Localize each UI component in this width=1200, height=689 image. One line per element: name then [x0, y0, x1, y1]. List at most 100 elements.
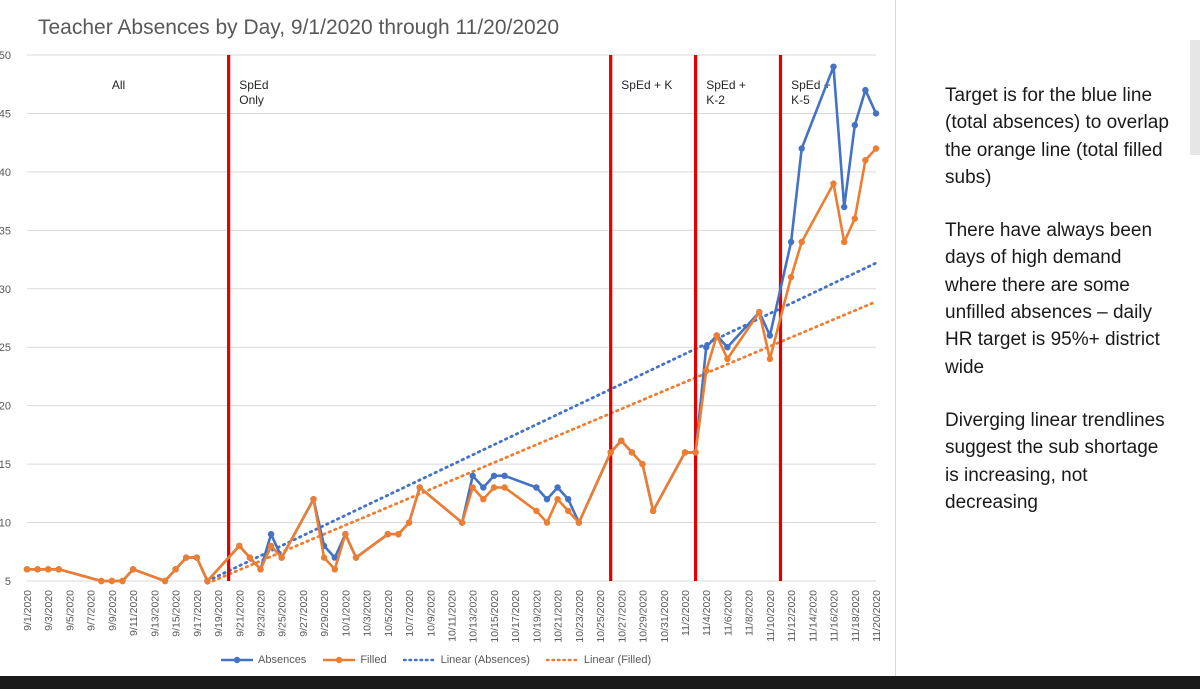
point-absences-20 — [331, 554, 338, 561]
point-filled-47 — [756, 309, 763, 316]
point-filled-36 — [575, 519, 583, 526]
trendline-absences — [206, 261, 878, 583]
point-filled-11 — [193, 554, 200, 561]
legend-item-linear-filled: Linear (Filled) — [545, 654, 651, 666]
y-tick-label-35: 35 — [0, 225, 11, 237]
point-filled-34 — [554, 496, 561, 503]
x-tick-label-1: 9/3/2020 — [43, 590, 55, 631]
y-tick-label-45: 45 — [0, 108, 11, 120]
edge-strip — [1190, 40, 1200, 155]
x-tick-label-36: 11/12/2020 — [786, 590, 798, 642]
legend-item-absences: Absences — [220, 654, 306, 666]
notes-panel: Target is for the blue line (total absen… — [945, 82, 1170, 542]
y-tick-label-25: 25 — [0, 342, 11, 354]
point-absences-51 — [830, 63, 837, 70]
point-filled-48 — [766, 355, 774, 363]
x-tick-label-40: 11/20/2020 — [871, 590, 883, 642]
x-tick-label-25: 10/21/2020 — [553, 590, 565, 643]
x-tick-label-17: 10/5/2020 — [383, 590, 395, 637]
line-chart: 5 10 15 20 25 30 35 40 45 50 9/1/2020 9/3/2020 9/5/2… — [0, 50, 883, 643]
x-tick-label-14: 9/29/2020 — [319, 590, 331, 637]
point-filled-37 — [607, 449, 614, 456]
x-tick-label-2: 9/5/2020 — [64, 590, 76, 631]
point-filled-44 — [703, 367, 710, 374]
x-tick-label-16: 10/3/2020 — [362, 590, 374, 637]
x-tick-label-30: 10/31/2020 — [659, 590, 671, 643]
y-tick-label-30: 30 — [0, 284, 11, 296]
series-line-filled — [27, 147, 877, 583]
x-tick-label-28: 10/27/2020 — [616, 590, 628, 643]
point-filled-3 — [55, 566, 62, 573]
x-tick-label-35: 11/10/2020 — [765, 590, 777, 642]
legend-swatch-linear-absences — [402, 658, 437, 662]
x-tick-label-33: 11/6/2020 — [722, 590, 734, 636]
point-filled-29 — [480, 496, 487, 503]
y-tick-label-20: 20 — [0, 401, 11, 413]
point-filled-49 — [787, 273, 795, 281]
point-filled-24 — [395, 531, 402, 538]
point-filled-20 — [331, 566, 338, 573]
x-tick-label-3: 9/7/2020 — [86, 590, 98, 631]
point-filled-12 — [204, 577, 211, 585]
point-filled-16 — [267, 542, 275, 550]
point-filled-40 — [639, 460, 646, 468]
point-filled-28 — [469, 484, 476, 491]
point-absences-52 — [841, 203, 848, 211]
x-tick-label-32: 11/4/2020 — [701, 590, 713, 636]
x-tick-label-8: 9/17/2020 — [192, 590, 204, 637]
point-filled-33 — [543, 519, 551, 526]
x-tick-label-11: 9/23/2020 — [255, 590, 267, 637]
point-absences-30 — [490, 472, 498, 479]
point-absences-53 — [851, 121, 858, 129]
point-filled-6 — [119, 577, 126, 585]
point-filled-51 — [830, 180, 837, 187]
legend-swatch-absences — [221, 656, 253, 664]
chart-title: Teacher Absences by Day, 9/1/2020 throug… — [38, 16, 560, 39]
point-filled-21 — [342, 531, 349, 538]
x-tick-label-6: 9/13/2020 — [149, 590, 161, 637]
x-tick-label-18: 10/7/2020 — [404, 590, 416, 637]
point-absences-48 — [766, 332, 774, 339]
phase-label-1-line-1: Only — [239, 93, 264, 107]
point-filled-52 — [841, 238, 848, 246]
point-absences-32 — [533, 484, 540, 491]
phase-label-3-line-1: K-2 — [706, 93, 725, 107]
point-filled-14 — [246, 554, 254, 561]
trendline-filled — [206, 300, 878, 585]
y-tick-label-40: 40 — [0, 167, 11, 179]
point-absences-31 — [501, 472, 508, 479]
x-tick-label-19: 10/9/2020 — [425, 590, 437, 637]
legend-label-filled: Filled — [360, 654, 387, 666]
x-tick-label-15: 10/1/2020 — [340, 590, 352, 637]
point-absences-44 — [703, 344, 710, 351]
legend-label-absences: Absences — [258, 654, 307, 666]
point-absences-29 — [480, 484, 487, 491]
legend-swatch-filled — [323, 656, 356, 664]
point-filled-39 — [628, 449, 636, 456]
chart-legend: Absences Filled Linear (Absences) Linear… — [220, 652, 667, 668]
point-absences-34 — [554, 484, 561, 491]
point-filled-35 — [565, 507, 572, 515]
point-filled-13 — [236, 542, 243, 550]
point-filled-55 — [872, 145, 880, 152]
point-absences-54 — [862, 86, 869, 94]
x-tick-label-24: 10/19/2020 — [531, 590, 543, 643]
point-filled-50 — [798, 238, 805, 246]
x-tick-label-13: 9/27/2020 — [298, 590, 310, 637]
chart-panel: Teacher Absences by Day, 9/1/2020 throug… — [0, 0, 896, 676]
point-filled-43 — [692, 449, 699, 456]
legend-label-linear-absences: Linear (Absences) — [440, 654, 530, 666]
phase-label-1-line-0: SpEd — [239, 78, 268, 92]
point-absences-33 — [543, 496, 551, 503]
point-absences-28 — [469, 472, 476, 479]
point-filled-54 — [862, 157, 869, 164]
x-tick-label-0: 9/1/2020 — [22, 590, 34, 631]
point-filled-9 — [172, 566, 179, 573]
point-filled-15 — [257, 566, 264, 573]
x-tick-label-22: 10/15/2020 — [489, 590, 501, 643]
x-tick-label-5: 9/11/2020 — [128, 590, 140, 636]
point-filled-0 — [23, 566, 31, 573]
point-filled-31 — [501, 484, 508, 491]
point-filled-45 — [713, 332, 720, 339]
point-filled-46 — [724, 355, 731, 363]
